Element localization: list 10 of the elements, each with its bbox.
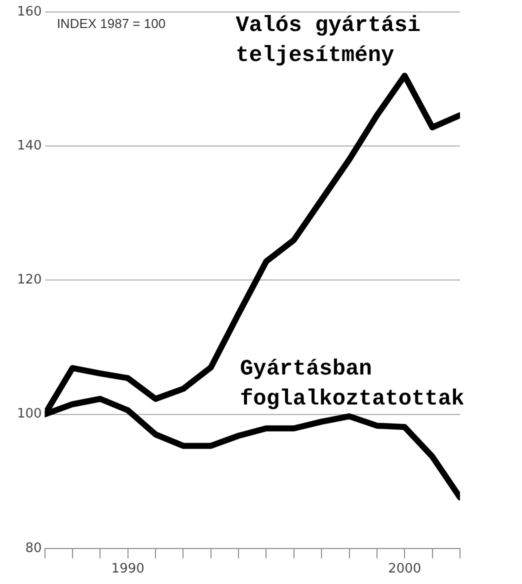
y-tick-label: 120 xyxy=(16,272,42,288)
series-label: Valós gyártási teljesítmény xyxy=(236,13,421,68)
y-tick-label: 160 xyxy=(16,4,42,20)
series-label: Gyártásban foglalkoztatottak xyxy=(240,356,464,412)
x-tick-label: 1990 xyxy=(111,562,144,577)
x-tick-label: 2000 xyxy=(388,562,422,577)
annotation: INDEX 1987 = 100 xyxy=(56,16,166,32)
y-tick-label: 80 xyxy=(25,540,42,556)
y-tick-label: 100 xyxy=(16,406,42,422)
y-tick-label: 140 xyxy=(16,138,42,154)
